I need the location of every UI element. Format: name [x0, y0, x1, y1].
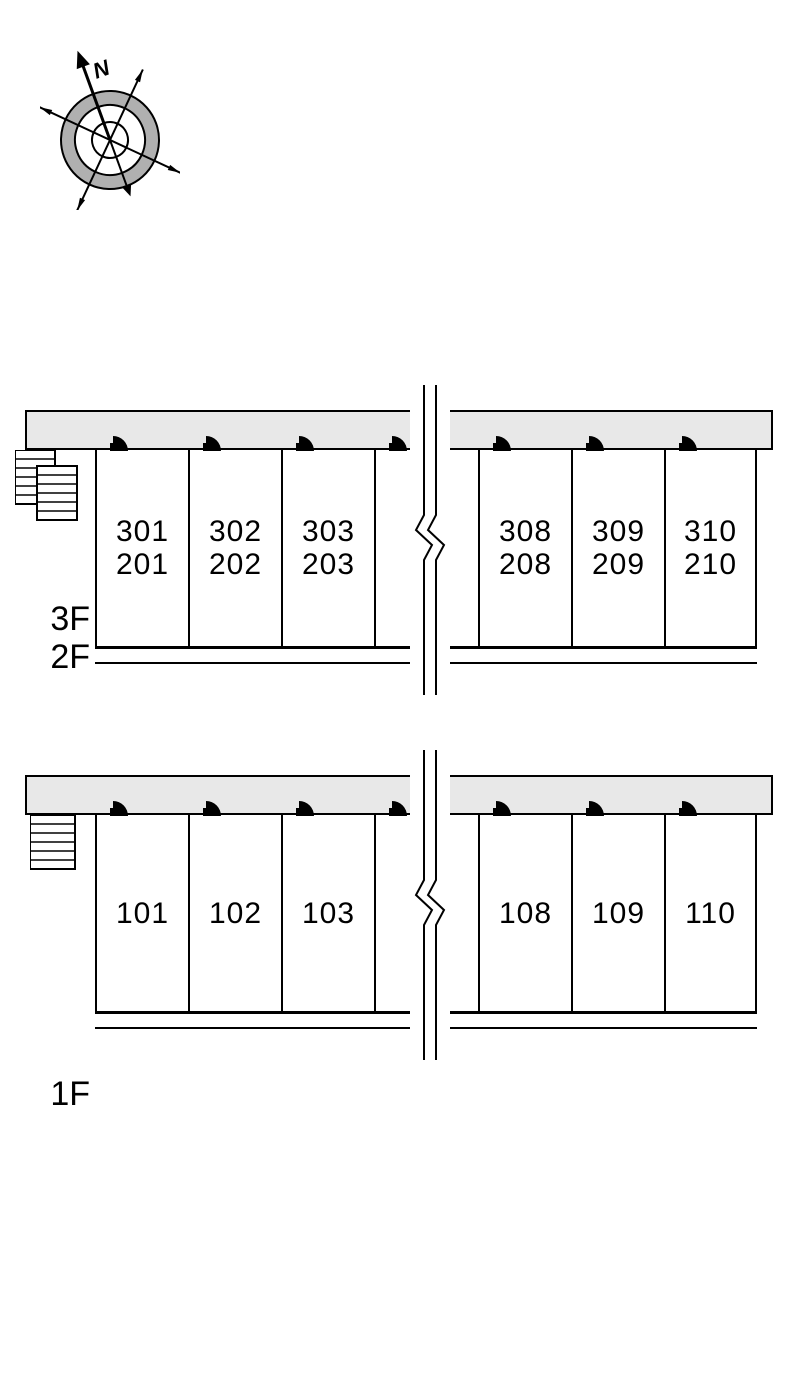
room-number: 202 [209, 548, 262, 581]
room-block-right: 308 208 309 209 310 210 [433, 448, 757, 648]
room-block-left: 101 102 103 [95, 813, 419, 1013]
room-number: 309 [592, 515, 645, 548]
room-number: 108 [499, 897, 552, 930]
room-number: 303 [302, 515, 355, 548]
room: 103 [281, 813, 374, 1013]
room: 310 210 [664, 448, 757, 648]
room: 110 [664, 813, 757, 1013]
room-block-left: 301 201 302 202 303 203 [95, 448, 419, 648]
room: 109 [571, 813, 664, 1013]
room: 101 [95, 813, 188, 1013]
room-number: 210 [684, 548, 737, 581]
break-mark-icon [410, 385, 450, 695]
room-number: 310 [684, 515, 737, 548]
balcony-line-right [433, 1011, 757, 1029]
balcony-line-right [433, 646, 757, 664]
stairs-icon [30, 815, 85, 880]
room-number: 102 [209, 897, 262, 930]
room-number: 110 [685, 897, 736, 930]
room: 302 202 [188, 448, 281, 648]
room-number: 103 [302, 897, 355, 930]
floor-label: 3F [50, 600, 90, 639]
room-number: 209 [592, 548, 645, 581]
balcony-line-left [95, 646, 423, 664]
room: 102 [188, 813, 281, 1013]
room: 308 208 [478, 448, 571, 648]
floor-label: 2F [50, 638, 90, 677]
balcony-line-left [95, 1011, 423, 1029]
room-number: 109 [592, 897, 645, 930]
room-number: 301 [116, 515, 169, 548]
stairs-icon [15, 450, 95, 535]
room: 309 209 [571, 448, 664, 648]
room-number: 101 [116, 897, 169, 930]
room: 108 [478, 813, 571, 1013]
break-mark-icon [410, 750, 450, 1060]
room-block-right: 108 109 110 [433, 813, 757, 1013]
room: 303 203 [281, 448, 374, 648]
room-number: 203 [302, 548, 355, 581]
room-number: 208 [499, 548, 552, 581]
room-number: 302 [209, 515, 262, 548]
compass-n-label: N [89, 54, 114, 83]
compass-rose: N [40, 30, 180, 215]
room-number: 308 [499, 515, 552, 548]
room: 301 201 [95, 448, 188, 648]
room-number: 201 [116, 548, 169, 581]
floor-label: 1F [50, 1075, 90, 1114]
